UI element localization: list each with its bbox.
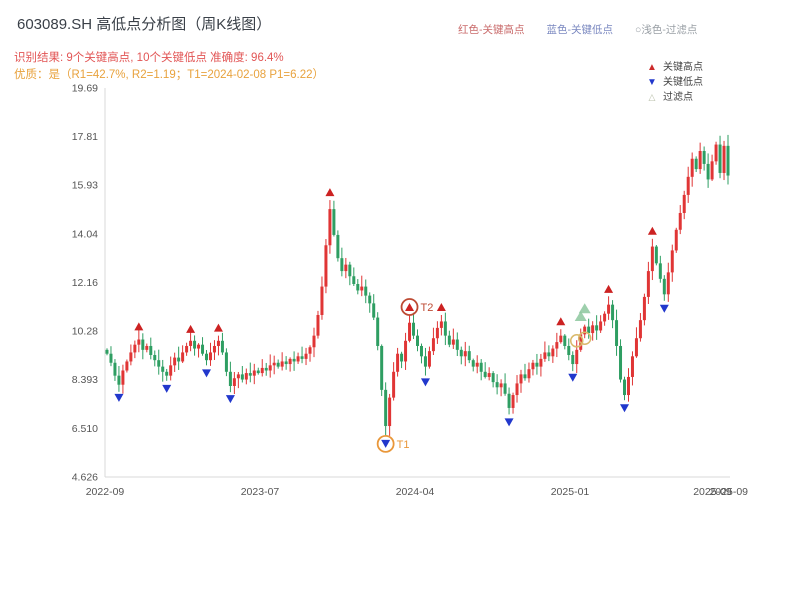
- key-low-marker: [162, 384, 172, 393]
- key-point-markers: T2 T1: [114, 188, 669, 453]
- key-low-marker: [620, 404, 630, 413]
- t2-circle: [400, 298, 419, 316]
- key-low-marker: [504, 418, 514, 427]
- x-axis-tick-label: 2025-01: [551, 486, 590, 498]
- key-high-marker: [647, 226, 657, 235]
- header-legend-filtered: ○浅色-过滤点: [635, 24, 698, 36]
- key-low-marker: [202, 369, 212, 378]
- key-high-marker: [556, 317, 566, 326]
- y-axis-tick-label: 10.28: [72, 325, 98, 337]
- header-legend: 红色-关键高点 蓝色-关键低点 ○浅色-过滤点: [458, 22, 697, 37]
- filtered-point-marker: [578, 303, 591, 314]
- chart-legend-row-key-high: ▲ 关键高点: [646, 60, 703, 75]
- page-title: 603089.SH 高低点分析图（周K线图）: [17, 16, 272, 33]
- key-high-marker: [213, 323, 223, 332]
- x-axis-tick-label: 2023-07: [241, 486, 280, 498]
- annotation-line1: 识别结果: 9个关键高点, 10个关键低点 准确度: 96.4%: [14, 52, 284, 64]
- y-axis-tick-label: 14.04: [72, 228, 98, 240]
- chart-legend-key-low-label: 关键低点: [663, 77, 703, 88]
- y-axis-tick-label: 15.93: [72, 180, 98, 192]
- chart-legend-key-high-label: 关键高点: [663, 62, 703, 73]
- filtered-triangle-icon: △: [648, 92, 656, 102]
- t1-label: T1: [397, 439, 410, 451]
- key-low-triangle-icon: ▼: [647, 77, 657, 88]
- kline-chart: 19.69 17.81 15.93 14.04 12.16 10.28 8.393 6.510…: [72, 83, 748, 499]
- key-high-triangle-icon: ▲: [647, 62, 657, 73]
- key-low-marker: [225, 395, 235, 404]
- chart-legend-filtered-label: 过滤点: [663, 92, 693, 103]
- key-low-marker: [114, 393, 124, 402]
- y-axis-tick-label: 12.16: [72, 277, 98, 289]
- x-axis-tick-label: 2024-04: [396, 486, 435, 498]
- y-axis-tick-label: 8.393: [72, 374, 98, 386]
- key-high-marker: [186, 324, 196, 333]
- key-low-marker: [420, 378, 430, 387]
- filtered-point-ring: [569, 334, 584, 348]
- y-axis-tick-label: 4.626: [72, 472, 98, 484]
- candlesticks: [105, 134, 730, 436]
- key-high-marker: [325, 188, 335, 197]
- key-low-marker: [568, 373, 578, 382]
- x-axis-tick-label: 2025-09: [693, 486, 732, 498]
- chart-legend-row-filtered: △ 过滤点: [646, 90, 703, 105]
- header-legend-key-high: 红色-关键高点: [458, 24, 525, 36]
- y-axis-tick-label: 19.69: [72, 83, 98, 95]
- key-low-marker: [659, 304, 669, 313]
- key-low-marker: [381, 439, 391, 448]
- x-axis-tick-label: 2022-09: [86, 486, 125, 498]
- key-high-marker: [436, 302, 446, 311]
- filtered-point-marker: [574, 311, 587, 322]
- y-axis-tick-label: 17.81: [72, 131, 98, 143]
- key-high-marker: [604, 284, 614, 293]
- x-axis-tick-label: 2025-09: [709, 486, 748, 498]
- annotation-line2: 优质：是（R1=42.7%, R2=1.19；T1=2024-02-08 P1=…: [14, 69, 325, 81]
- axes: 19.69 17.81 15.93 14.04 12.16 10.28 8.393 6.510…: [72, 83, 748, 499]
- key-high-marker: [405, 302, 415, 311]
- header-legend-key-low: 蓝色-关键低点: [546, 24, 614, 36]
- y-axis-tick-label: 6.510: [72, 423, 98, 435]
- chart-legend: ▲ 关键高点 ▼ 关键低点 △ 过滤点: [642, 59, 707, 106]
- t1-circle: [376, 434, 395, 453]
- chart-legend-row-key-low: ▼ 关键低点: [646, 75, 703, 90]
- t2-label: T2: [421, 302, 434, 314]
- filtered-point-ring: [577, 331, 592, 345]
- key-high-marker: [134, 322, 144, 331]
